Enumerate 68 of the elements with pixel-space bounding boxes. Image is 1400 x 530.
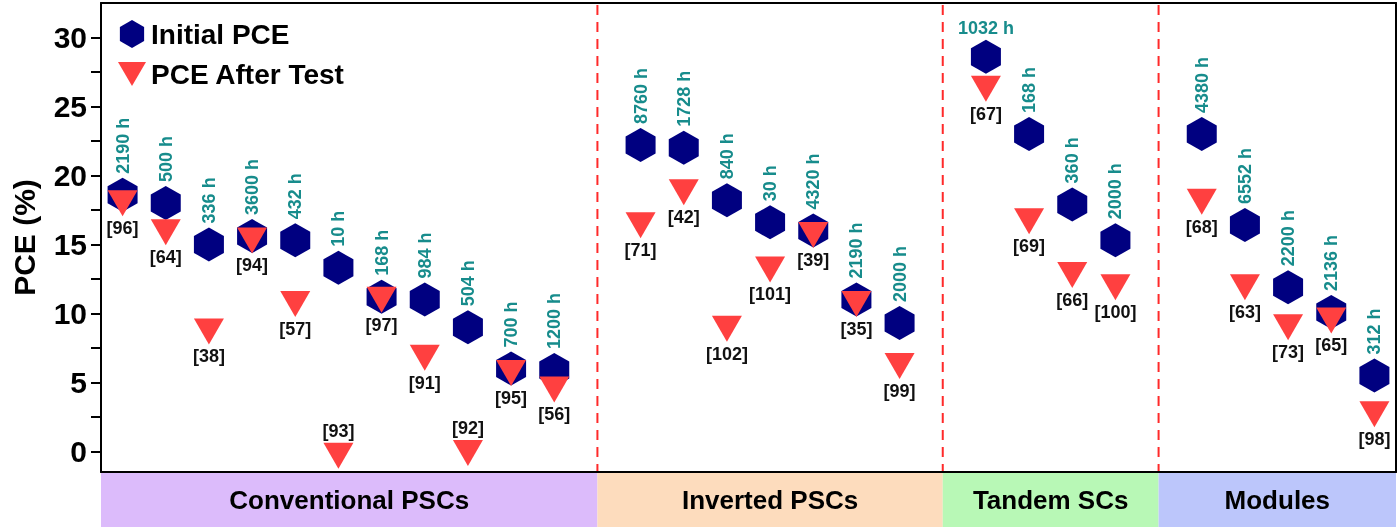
annotation: 2136 h	[1321, 234, 1342, 291]
y-tick-label: 30	[53, 20, 87, 54]
annotation: [96]	[106, 218, 139, 239]
annotation: [71]	[624, 240, 657, 261]
annotation: [92]	[451, 417, 484, 438]
annotation: 3600 h	[242, 159, 263, 216]
annotation: [94]	[236, 255, 269, 276]
annotation: [68]	[1185, 216, 1218, 237]
annotation: [99]	[883, 380, 916, 401]
annotation: [65]	[1315, 335, 1348, 356]
y-tick-label: 5	[70, 365, 87, 399]
annotation: 1728 h	[673, 70, 694, 127]
annotation: 2000 h	[889, 245, 910, 303]
annotation: [63]	[1228, 302, 1261, 323]
legend-label: PCE After Test	[151, 58, 344, 90]
annotation: [66]	[1056, 289, 1089, 310]
annotation: 504 h	[457, 260, 478, 307]
annotation: 432 h	[285, 173, 306, 220]
annotation: [64]	[149, 247, 182, 268]
annotation: [56]	[538, 404, 571, 425]
annotation: 2190 h	[112, 117, 133, 174]
annotation: 1200 h	[544, 292, 565, 349]
annotation: [95]	[495, 387, 528, 408]
annotation: 4320 h	[803, 153, 824, 210]
annotation: 30 h	[760, 165, 781, 202]
annotation: 2200 h	[1278, 210, 1299, 267]
annotation: 700 h	[501, 301, 522, 348]
annotation: [100]	[1094, 302, 1137, 323]
annotation: [102]	[705, 343, 748, 364]
annotation: 500 h	[155, 135, 176, 183]
y-tick-label: 25	[53, 89, 87, 123]
annotation: 10 h	[328, 210, 349, 247]
annotation: 360 h	[1062, 137, 1083, 184]
annotation: [98]	[1358, 429, 1391, 450]
annotation: [101]	[749, 284, 792, 305]
annotation: 168 h	[1019, 67, 1040, 114]
annotation: 168 h	[371, 229, 392, 276]
annotation: [38]	[192, 346, 225, 367]
y-tick-label: 15	[53, 227, 87, 261]
legend-label: Initial PCE	[151, 18, 290, 50]
annotation: [35]	[840, 318, 873, 339]
annotation: [39]	[797, 249, 830, 270]
text: Modules	[1224, 485, 1331, 515]
y-tick-label: 0	[70, 434, 87, 468]
annotation: [91]	[408, 372, 441, 393]
y-tick-label: 20	[53, 158, 87, 192]
annotation: 312 h	[1364, 308, 1385, 355]
annotation: [73]	[1272, 342, 1305, 363]
y-axis-title: PCE (%)	[7, 179, 41, 296]
y-tick-label: 10	[53, 296, 87, 330]
annotation: [42]	[667, 207, 700, 228]
annotation: 1032 h	[957, 17, 1014, 38]
annotation: 840 h	[716, 133, 737, 180]
annotation: [97]	[365, 314, 398, 335]
annotation: [69]	[1013, 236, 1046, 257]
annotation: 2000 h	[1105, 163, 1126, 220]
annotation: 984 h	[414, 232, 435, 279]
annotation: 4380 h	[1191, 57, 1212, 114]
text: Conventional PSCs	[229, 485, 470, 515]
annotation: 336 h	[198, 177, 219, 224]
text: Inverted PSCs	[681, 485, 859, 515]
text: Tandem SCs	[972, 485, 1129, 515]
annotation: [93]	[322, 420, 355, 441]
annotation: [57]	[279, 318, 312, 339]
annotation: 6552 h	[1234, 148, 1255, 205]
annotation: 2190 h	[846, 222, 867, 279]
annotation: [67]	[969, 103, 1002, 124]
annotation: 8760 h	[630, 68, 651, 125]
